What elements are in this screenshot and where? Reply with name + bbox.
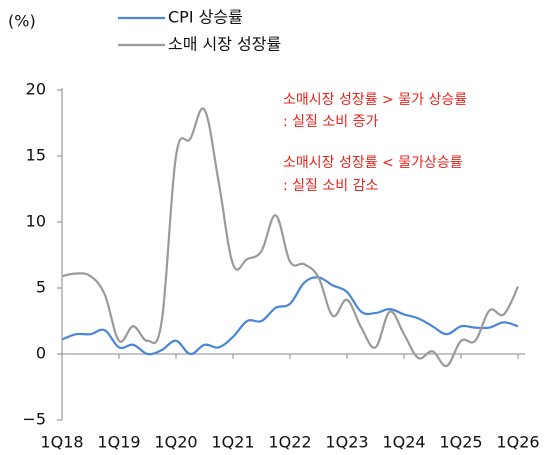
y-tick-label: 5: [36, 278, 46, 297]
y-tick-label: 0: [36, 344, 46, 363]
x-tick-label: 1Q18: [40, 433, 83, 452]
y-tick-label: −5: [22, 410, 46, 429]
x-tick-label: 1Q22: [268, 433, 311, 452]
annotation: : 실질 소비 증가: [283, 114, 378, 130]
legend-label: 소매 시장 성장률: [168, 35, 281, 54]
series-line: [61, 107, 519, 367]
y-tick-label: 10: [26, 212, 46, 231]
y-unit: (%): [8, 12, 36, 31]
x-tick-label: 1Q24: [382, 433, 425, 452]
annotation: : 실질 소비 감소: [283, 178, 378, 194]
y-tick-label: 15: [26, 146, 46, 165]
x-tick-label: 1Q21: [211, 433, 254, 452]
x-tick-label: 1Q20: [154, 433, 197, 452]
annotation: 소매시장 성장률 < 물가상승률: [283, 155, 463, 171]
x-tick-label: 1Q25: [439, 433, 482, 452]
x-tick-label: 1Q23: [325, 433, 368, 452]
x-tick-label: 1Q19: [97, 433, 140, 452]
y-tick-label: 20: [26, 80, 46, 99]
x-tick-label: 1Q26: [496, 433, 539, 452]
series-line: [61, 276, 519, 356]
legend-label: CPI 상승률: [168, 8, 243, 27]
annotation: 소매시장 성장률 > 물가 상승률: [283, 92, 467, 108]
